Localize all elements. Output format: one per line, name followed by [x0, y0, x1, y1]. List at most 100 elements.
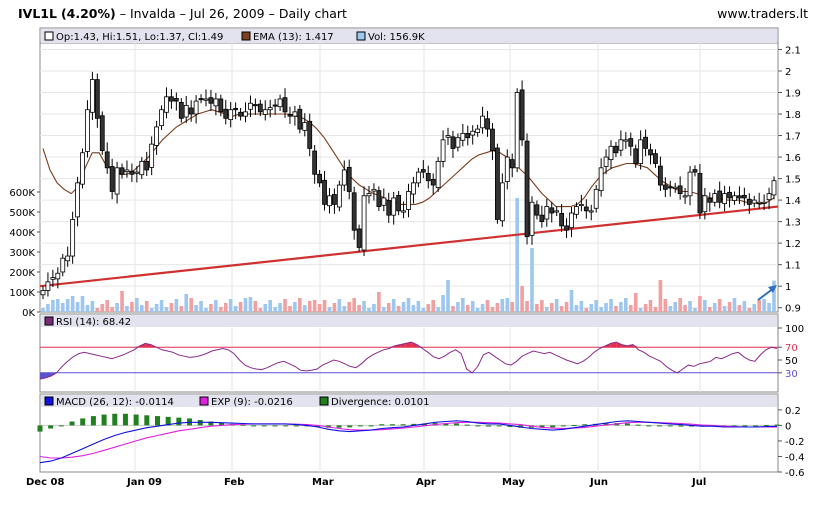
volume-bar [391, 299, 396, 312]
candle-body [188, 107, 194, 115]
volume-bar [436, 307, 440, 312]
candle-body [327, 195, 332, 207]
price-tick-label: 0.9 [785, 304, 801, 315]
volume-bar [396, 306, 401, 312]
candle-body [302, 122, 308, 131]
price-legend-bar [41, 29, 777, 43]
volume-bar [372, 304, 376, 312]
volume-bar [169, 303, 174, 312]
volume-bar [530, 248, 534, 312]
volume-bar [594, 300, 598, 312]
volume-bar [544, 307, 549, 312]
candle-body [139, 160, 145, 176]
volume-bar [480, 304, 485, 312]
price-tick-label: 2.1 [785, 45, 801, 56]
candle-body [549, 207, 555, 214]
divergence-bar [272, 425, 278, 427]
volume-bar [367, 308, 371, 312]
macd-legend-bar [41, 395, 777, 407]
volume-bar [717, 299, 722, 312]
candle-body [603, 156, 609, 167]
volume-bar [95, 308, 100, 312]
volume-bar [663, 299, 668, 312]
volume-bar [189, 298, 193, 312]
candle-body [312, 150, 318, 175]
divergence-bar [336, 425, 342, 428]
chart-date: Jul 26, 2009 [189, 6, 265, 21]
divergence-bar [624, 423, 630, 426]
candle-body [411, 182, 416, 195]
volume-bar [120, 291, 124, 312]
volume-bar [441, 295, 445, 312]
divergence-bar [539, 425, 545, 428]
candle-body [722, 193, 728, 204]
volume-bar [327, 307, 332, 312]
candle-body [272, 104, 278, 107]
candle-body [238, 111, 243, 117]
divergence-bar [293, 425, 299, 427]
chart-title: IVL1L (4.20%) – Invalda – Jul 26, 2009 –… [18, 6, 347, 21]
x-tick-label: May [502, 477, 525, 488]
volume-bar [164, 307, 169, 312]
rsi-tick-label: 30 [785, 369, 798, 380]
volume-bar [105, 300, 110, 312]
divergence-bar [774, 424, 780, 426]
exp-legend-text: EXP (9): -0.0216 [211, 397, 293, 408]
candle-body [65, 255, 71, 262]
divergence-bar [101, 414, 107, 426]
candle-body [702, 195, 708, 213]
candle-body [351, 192, 357, 231]
volume-bar [589, 304, 594, 312]
volume-bar [80, 296, 85, 312]
volume-bar [752, 304, 757, 312]
divergence-bar [176, 417, 182, 426]
candle-body [633, 148, 639, 164]
divergence-bar [69, 421, 75, 426]
rsi-overbought-fill [616, 342, 622, 348]
candle-body [524, 140, 530, 238]
volume-bar [426, 304, 431, 312]
volume-bar [628, 305, 633, 312]
exp-legend-swatch [199, 396, 209, 406]
candle-body [341, 169, 347, 186]
candle-body [292, 111, 298, 117]
volume-bar [510, 302, 515, 312]
candle-body [534, 204, 540, 216]
volume-bar [125, 306, 129, 312]
candle-body [243, 111, 248, 117]
volume-bar [139, 305, 144, 312]
volume-bar [60, 303, 65, 312]
candle-body [144, 160, 150, 171]
candle-body [509, 159, 515, 169]
volume-bar [184, 294, 189, 312]
x-tick-label: Feb [224, 477, 244, 488]
volume-bar [446, 280, 450, 312]
volume-tick-label: 0K [22, 308, 35, 319]
price-tick-label: 1.2 [785, 239, 801, 250]
divergence-bar [219, 422, 225, 426]
volume-bar [115, 303, 119, 312]
candle-body [40, 290, 46, 296]
price-tick-label: 1.8 [785, 110, 801, 121]
candle-body [322, 179, 327, 205]
volume-bar [747, 308, 752, 312]
candle-body [346, 166, 352, 192]
volume-bar [633, 293, 638, 312]
site-link[interactable]: www.traders.lt [717, 6, 808, 21]
divergence-bar [646, 425, 652, 427]
volume-bar [90, 301, 95, 312]
candle-body [771, 180, 777, 196]
price-tick-label: 2 [785, 67, 791, 78]
candle-body [223, 108, 229, 119]
volume-bar [199, 301, 203, 312]
candle-body [104, 151, 110, 169]
divergence-legend-swatch [319, 396, 329, 406]
candle-body [332, 194, 337, 205]
volume-bar [298, 298, 302, 312]
candle-body [228, 109, 234, 121]
volume-bar [574, 305, 579, 312]
rsi-legend-text: RSI (14): 68.42 [56, 317, 131, 328]
candle-body [386, 200, 392, 216]
candle-body [307, 120, 313, 149]
volume-bar [540, 300, 544, 312]
